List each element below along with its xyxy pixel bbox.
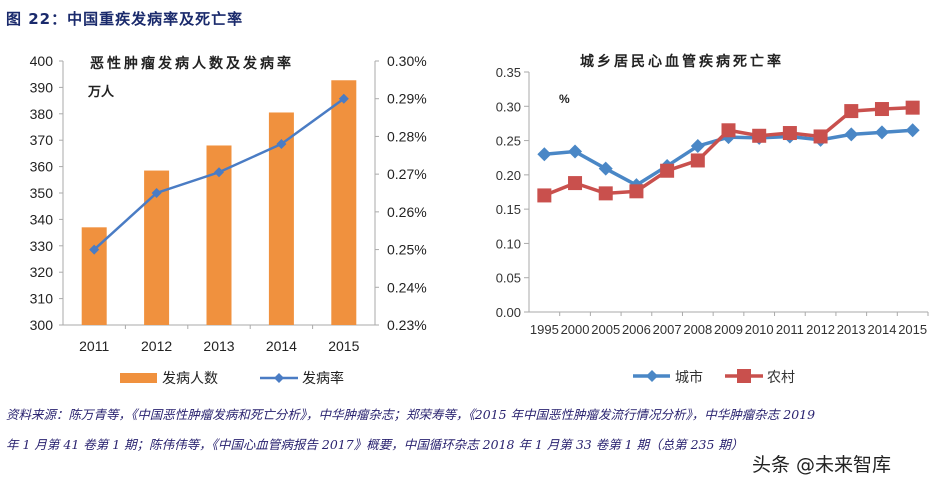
urban-point [874, 125, 889, 140]
x-tick-label: 1995 [530, 322, 559, 337]
incidence-chart: 300 310 320 330 340 350 360 370 380 390 400 0.23% 0.… [30, 53, 427, 386]
y-tick-label: 0.10 [496, 236, 521, 251]
right-tick-label: 0.28% [387, 128, 427, 144]
bar-2015 [331, 80, 357, 325]
unit-label: 万人 [87, 84, 115, 99]
rate-point [89, 244, 100, 255]
rural-point [660, 163, 675, 178]
legend-label: 发病人数 [162, 370, 218, 386]
y-tick-label: 0.20 [496, 168, 521, 183]
watermark: 头条 @未来智库 [752, 454, 892, 476]
left-tick-label: 310 [30, 291, 54, 307]
rural-point [782, 126, 797, 141]
y-tick-label: 0.15 [496, 202, 521, 217]
urban-point [905, 123, 920, 138]
right-tick-label: 0.25% [387, 242, 427, 258]
legend-diamond-icon [646, 370, 658, 382]
right-tick-label: 0.30% [387, 53, 427, 69]
x-tick-label: 2009 [714, 322, 743, 337]
urban-point [568, 144, 583, 159]
left-tick-label: 380 [30, 106, 54, 122]
rural-point [844, 104, 859, 119]
urban-point [598, 161, 613, 176]
x-tick-label: 2012 [806, 322, 835, 337]
rate-point [338, 93, 349, 104]
x-tick-label: 2015 [898, 322, 927, 337]
rural-point [568, 176, 583, 191]
x-tick-label: 2015 [328, 338, 359, 354]
left-tick-label: 370 [30, 132, 54, 148]
x-tick-label: 2005 [591, 322, 620, 337]
unit-label: % [559, 92, 570, 106]
rural-point [598, 186, 613, 201]
right-tick-label: 0.29% [387, 91, 427, 107]
legend-label: 发病率 [302, 370, 344, 386]
y-tick-label: 0.35 [496, 65, 521, 80]
legend-bar-swatch [120, 373, 157, 383]
right-tick-label: 0.24% [387, 279, 427, 295]
rural-point [721, 123, 736, 138]
right-tick-label: 0.26% [387, 204, 427, 220]
series-line-农村 [543, 105, 913, 198]
y-tick-label: 0.25 [496, 134, 521, 149]
source-note: 资料来源：陈万青等，《中国恶性肿瘤发病和死亡分析》，中华肿瘤杂志；郑荣寿等，《2… [6, 407, 816, 452]
rate-point [151, 188, 162, 198]
left-tick-label: 300 [30, 317, 54, 333]
x-tick-label: 2010 [745, 322, 774, 337]
rural-point [905, 100, 920, 115]
x-tick-label: 2011 [79, 338, 109, 354]
x-tick-label: 2011 [776, 322, 804, 337]
x-tick-label: 2000 [561, 322, 590, 337]
left-tick-label: 350 [30, 185, 54, 201]
right-tick-label: 0.23% [387, 317, 427, 333]
urban-point [690, 139, 705, 154]
x-tick-label: 2007 [653, 322, 682, 337]
x-tick-label: 2006 [622, 322, 651, 337]
mortality-chart: 0.00 0.05 0.10 0.15 0.20 0.25 0.30 0.35 1995 2000… [496, 53, 929, 385]
left-tick-label: 390 [30, 79, 54, 95]
x-tick-label: 2013 [837, 322, 866, 337]
rural-point [752, 128, 767, 143]
y-tick-label: 0.05 [496, 271, 521, 286]
x-tick-label: 2012 [141, 338, 172, 354]
rural-point [813, 129, 828, 144]
left-tick-label: 330 [30, 238, 54, 254]
rural-point [690, 153, 705, 168]
rate-point [276, 138, 287, 149]
rural-point [874, 102, 889, 117]
left-tick-label: 360 [30, 159, 54, 175]
x-tick-label: 2014 [266, 338, 297, 354]
y-tick-label: 0.30 [496, 99, 521, 114]
y-tick-label: 0.00 [496, 305, 521, 320]
legend-label: 农村 [767, 369, 795, 385]
rate-point [214, 167, 224, 178]
left-tick-label: 340 [30, 211, 54, 227]
legend-square-icon [737, 369, 751, 383]
legend-label: 城市 [675, 369, 703, 385]
figure-title: 图 22：中国重疾发病率及死亡率 [6, 10, 244, 28]
x-tick-label: 2013 [203, 338, 234, 354]
chart-title: 城乡居民心血管疾病死亡率 [580, 53, 784, 69]
right-tick-label: 0.27% [387, 166, 427, 182]
chart-title: 恶性肿瘤发病人数及发病率 [90, 55, 294, 71]
rural-point [537, 188, 552, 203]
x-tick-label: 2014 [868, 322, 897, 337]
legend-diamond-icon [274, 373, 284, 383]
left-tick-label: 320 [30, 264, 54, 280]
x-tick-label: 2008 [683, 322, 712, 337]
urban-point [844, 127, 859, 142]
left-tick-label: 400 [30, 53, 54, 69]
rural-point [629, 184, 644, 199]
urban-point [537, 147, 552, 162]
